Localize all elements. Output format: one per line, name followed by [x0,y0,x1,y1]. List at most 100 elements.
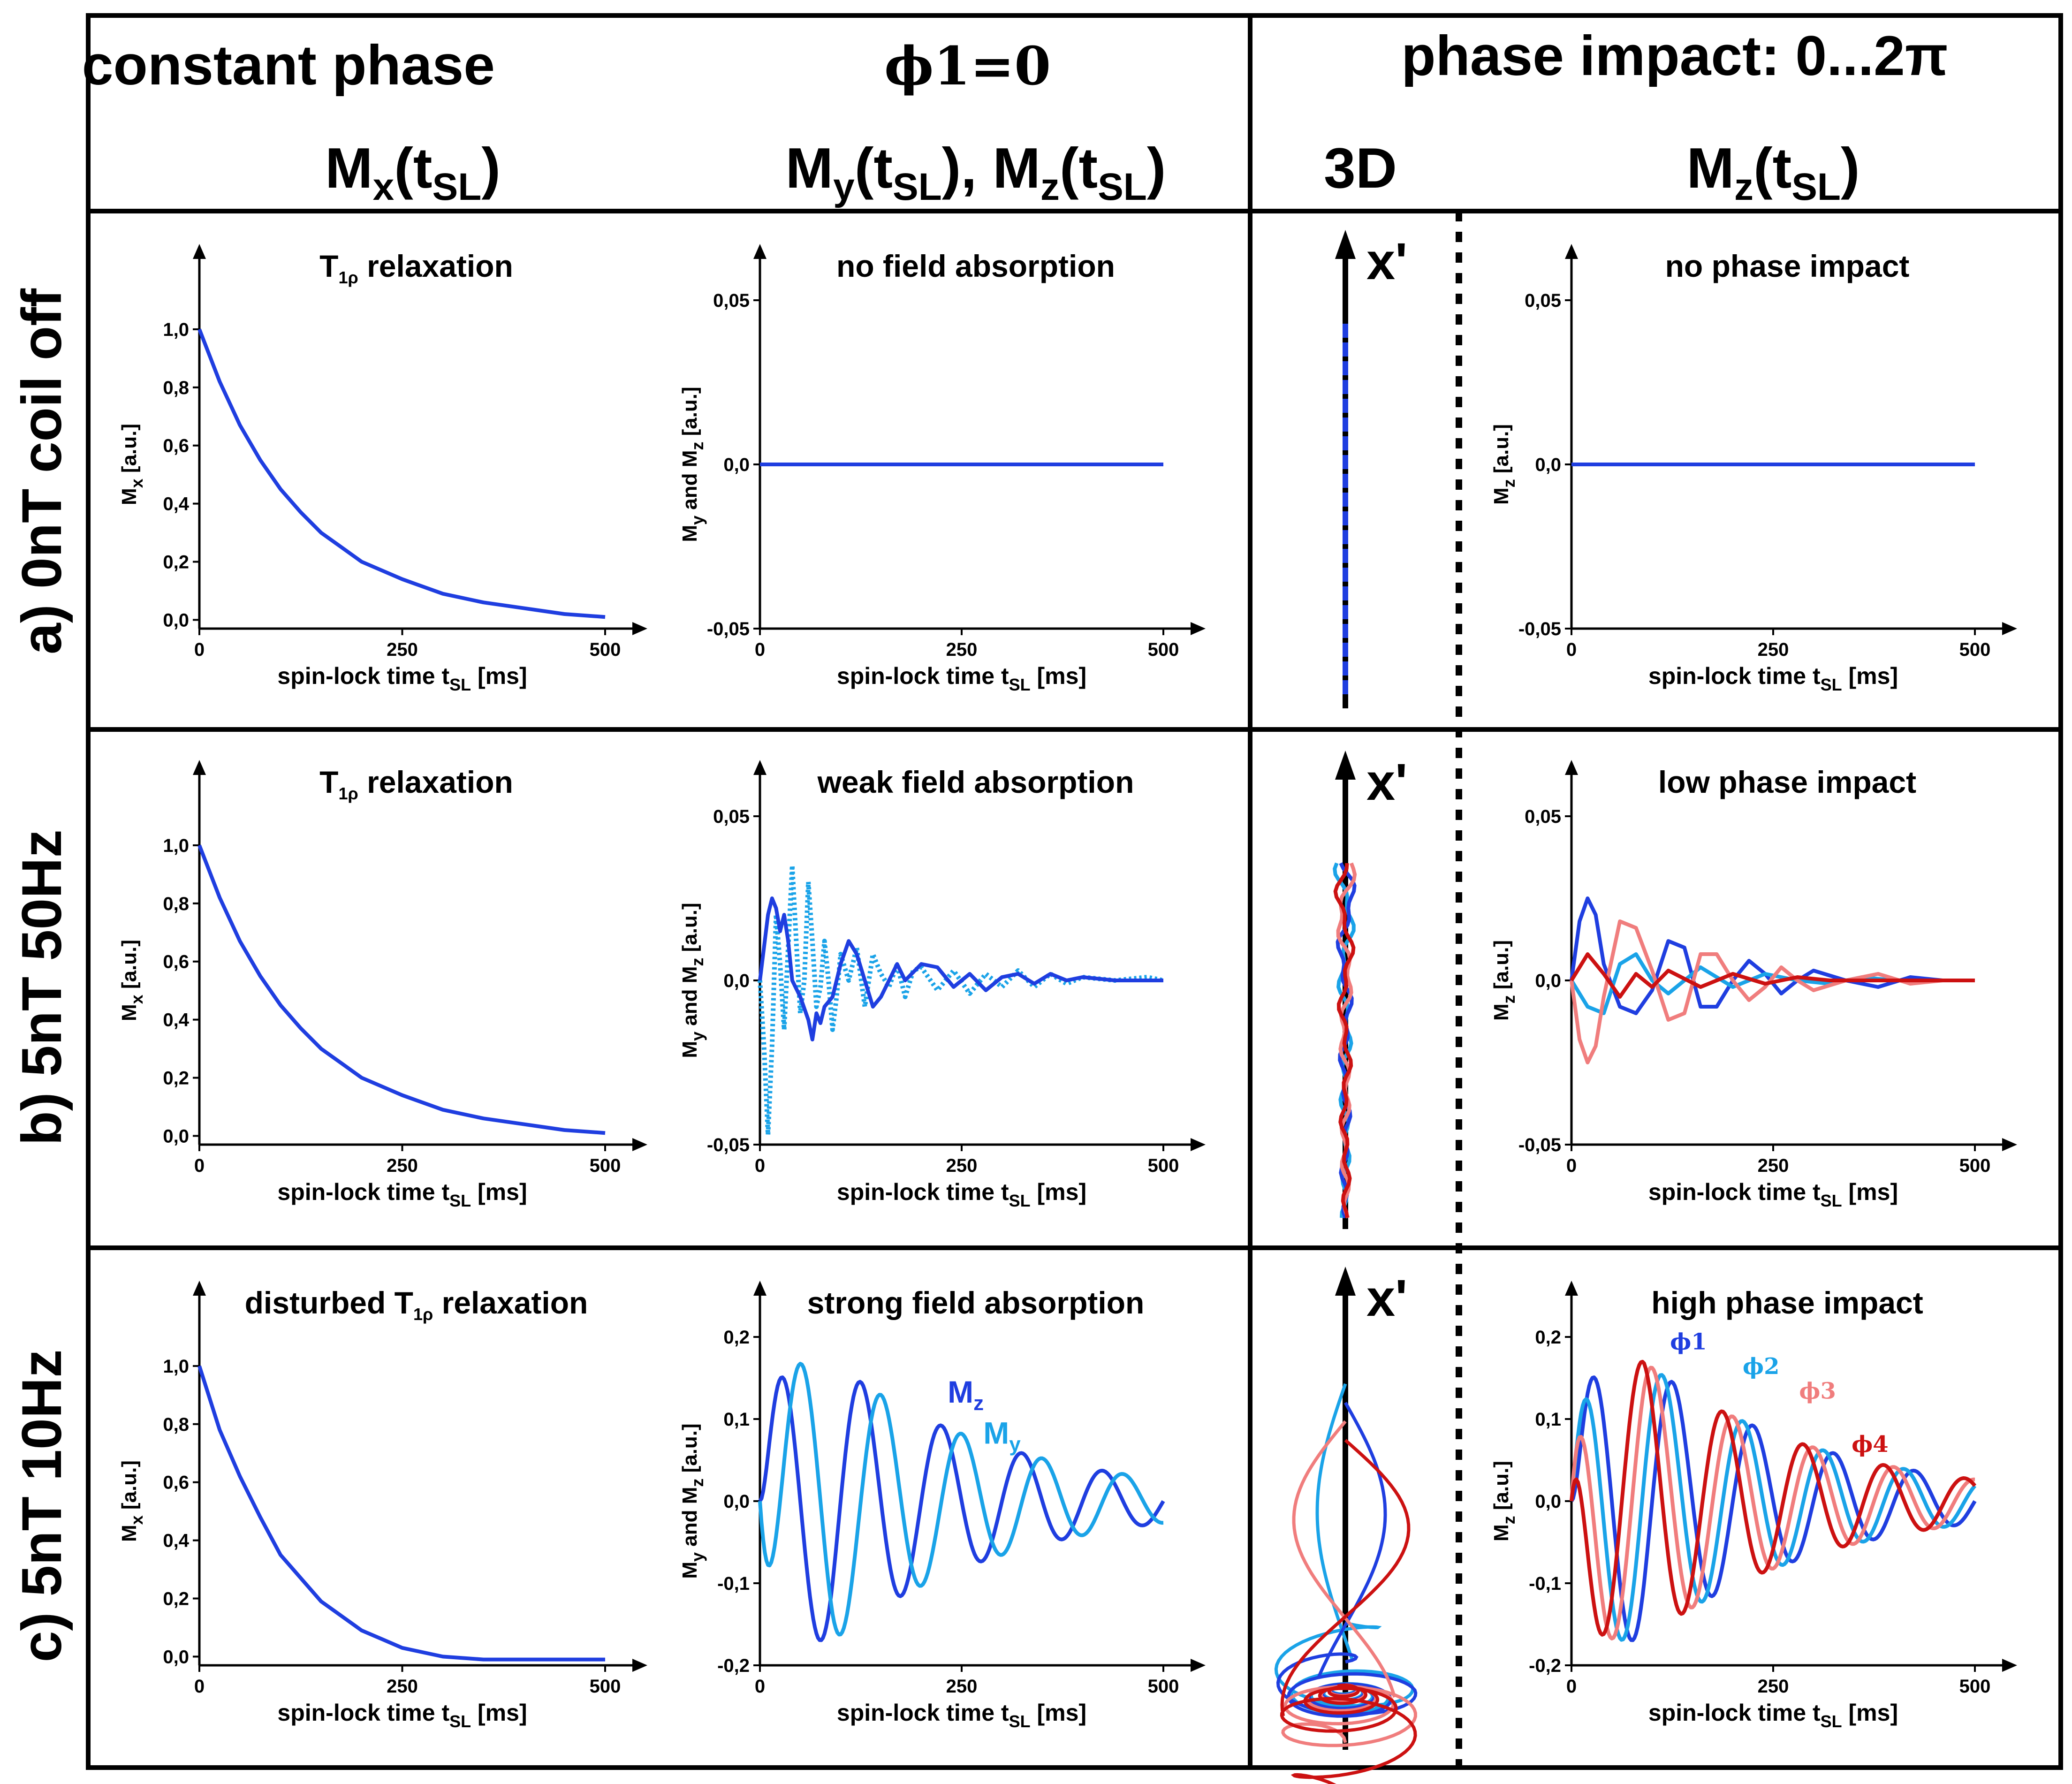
series-My [758,1362,1164,1637]
y-tick-label: -0,2 [717,1655,750,1676]
x-tick-label: 0 [1566,1676,1577,1697]
phase-annotation: ϕ4 [1852,1431,1889,1458]
y-axis-label-part: x [127,478,146,488]
x-axis-label-part: SL [1821,1191,1842,1210]
x-axis-label-part: SL [449,675,471,694]
y-tick-label: 0,0 [723,971,750,991]
x-axis-label-part: spin-lock time t [277,663,449,689]
x-axis-label-part: [ms] [1031,663,1086,689]
chart-a1: 0 250 500 0,0 0,2 0,4 0,6 0,8 1,0 spin-lock time … [118,244,647,694]
col-header-mx: Mx(tSL) [325,136,501,208]
y-axis-label: Mx [a.u.] [118,424,146,505]
y-axis-arrow [753,244,767,259]
y-tick-label: 0,4 [163,1010,189,1031]
series-Mz [758,1375,1165,1642]
x-axis-label-part: [ms] [471,1700,527,1726]
chart-title: no field absorption [836,249,1115,283]
y-tick-label: -0,05 [1518,1135,1561,1155]
y-axis-label-part: [a.u.] [678,903,701,957]
x-tick-label: 250 [946,639,978,660]
y-axis-label: Mx [a.u.] [118,1460,146,1542]
x-tick-label: 0 [755,1155,765,1176]
y-axis-label-part: and M [678,1487,701,1552]
series-Mx [197,328,606,619]
chart-title-part: relaxation [358,765,513,799]
y-tick-label: -0,05 [707,619,750,639]
x-axis-label-part: [ms] [1842,663,1898,689]
y-axis-label-part: M [678,1041,701,1058]
y-axis-arrow [193,1281,206,1296]
y-axis-label-part: [a.u.] [1490,940,1513,995]
chart-title-part: relaxation [433,1285,588,1320]
x-axis-arrow [1191,1659,1206,1672]
x-tick-label: 500 [590,1676,621,1697]
three-d-panel-c: x' [1274,1267,1418,1784]
x-axis-label-part: [ms] [1842,1179,1898,1205]
x-axis-label-part: spin-lock time t [837,1179,1009,1205]
x-tick-label: 0 [194,1155,205,1176]
phase-annotation: ϕ3 [1799,1378,1836,1404]
y-tick-label: 0,1 [723,1409,750,1430]
x-prime-label: x' [1366,233,1407,290]
x-tick-label: 0 [194,1676,205,1697]
x-tick-label: 0 [755,639,765,660]
label-mz: Mz [948,1374,984,1415]
x-tick-label: 250 [387,1155,418,1176]
y-axis-label-part: [a.u.] [1490,1461,1513,1516]
x-axis-label-part: [ms] [1842,1700,1898,1726]
chart-c2: 0 250 500 -0,2 -0,1 0,0 0,1 0,2 spin-lock time t… [678,1281,1206,1731]
series-ϕ4 [1570,952,1975,999]
row-label-b: b) 5nT 50Hz [10,829,73,1145]
x-tick-label: 250 [1758,1155,1789,1176]
chart-b1: 0 250 500 0,0 0,2 0,4 0,6 0,8 1,0 spin-lock time … [118,760,647,1210]
x-axis-label: spin-lock time tSL [ms] [1648,1179,1898,1210]
y-axis-label: My and Mz [a.u.] [678,387,707,542]
y-tick-label: 0,4 [163,1531,189,1551]
y-tick-label: 1,0 [163,1356,189,1377]
label-mz-sub: z [973,1392,984,1415]
label-my-sub: y [1009,1433,1021,1456]
x-prime-arrow [1335,1267,1356,1296]
y-axis-label: Mx [a.u.] [118,940,146,1021]
label-my: My [983,1416,1021,1456]
x-tick-label: 250 [946,1676,978,1697]
y-axis-label-part: y [688,1552,707,1562]
chart-c1: 0 250 500 0,0 0,2 0,4 0,6 0,8 1,0 spin-lock time … [118,1281,647,1731]
y-axis-label-part: z [688,958,707,966]
chart-a4: 0 250 500 -0,05 0,0 0,05 spin-lock time tSL [m… [1490,244,2017,694]
x-tick-label: 0 [194,639,205,660]
y-axis-label-part: M [1490,1003,1513,1021]
x-tick-label: 0 [1566,1155,1577,1176]
x-axis-arrow [632,1138,647,1151]
y-axis-label: My and Mz [a.u.] [678,1423,707,1579]
x-axis-label-part: spin-lock time t [277,1179,449,1205]
chart-title-part: T [319,249,338,283]
x-axis-label-part: spin-lock time t [1648,663,1821,689]
y-axis-label-part: y [688,1032,707,1041]
x-axis-label-part: spin-lock time t [837,1700,1009,1726]
x-prime-label: x' [1366,753,1407,811]
y-axis-arrow [193,244,206,259]
y-tick-label: -0,05 [1518,619,1561,639]
x-axis-label-part: [ms] [471,663,527,689]
y-tick-label: 0,0 [1535,1491,1561,1512]
chart-title: low phase impact [1658,765,1916,799]
panel-grid [86,13,2063,1770]
chart-title-part: T [319,765,338,799]
x-tick-label: 250 [1758,639,1789,660]
chart-title-part: 1ρ [413,1305,433,1324]
y-axis-arrow [1565,244,1578,259]
y-tick-label: 0,05 [1525,806,1561,827]
x-tick-label: 500 [1959,1155,1991,1176]
chart-title: T1ρ relaxation [319,765,513,803]
chart-title: weak field absorption [817,765,1134,799]
y-axis-label-part: M [1490,487,1513,505]
x-axis-arrow [2002,1138,2017,1151]
y-tick-label: 0,05 [1525,290,1561,311]
x-axis-arrow [632,622,647,635]
y-tick-label: 0,0 [1535,971,1561,991]
y-tick-label: 0,0 [1535,455,1561,475]
x-axis-label-part: spin-lock time t [1648,1179,1821,1205]
trajectory-c-lobe-lightblue [1315,1383,1354,1661]
x-tick-label: 500 [1148,1155,1179,1176]
